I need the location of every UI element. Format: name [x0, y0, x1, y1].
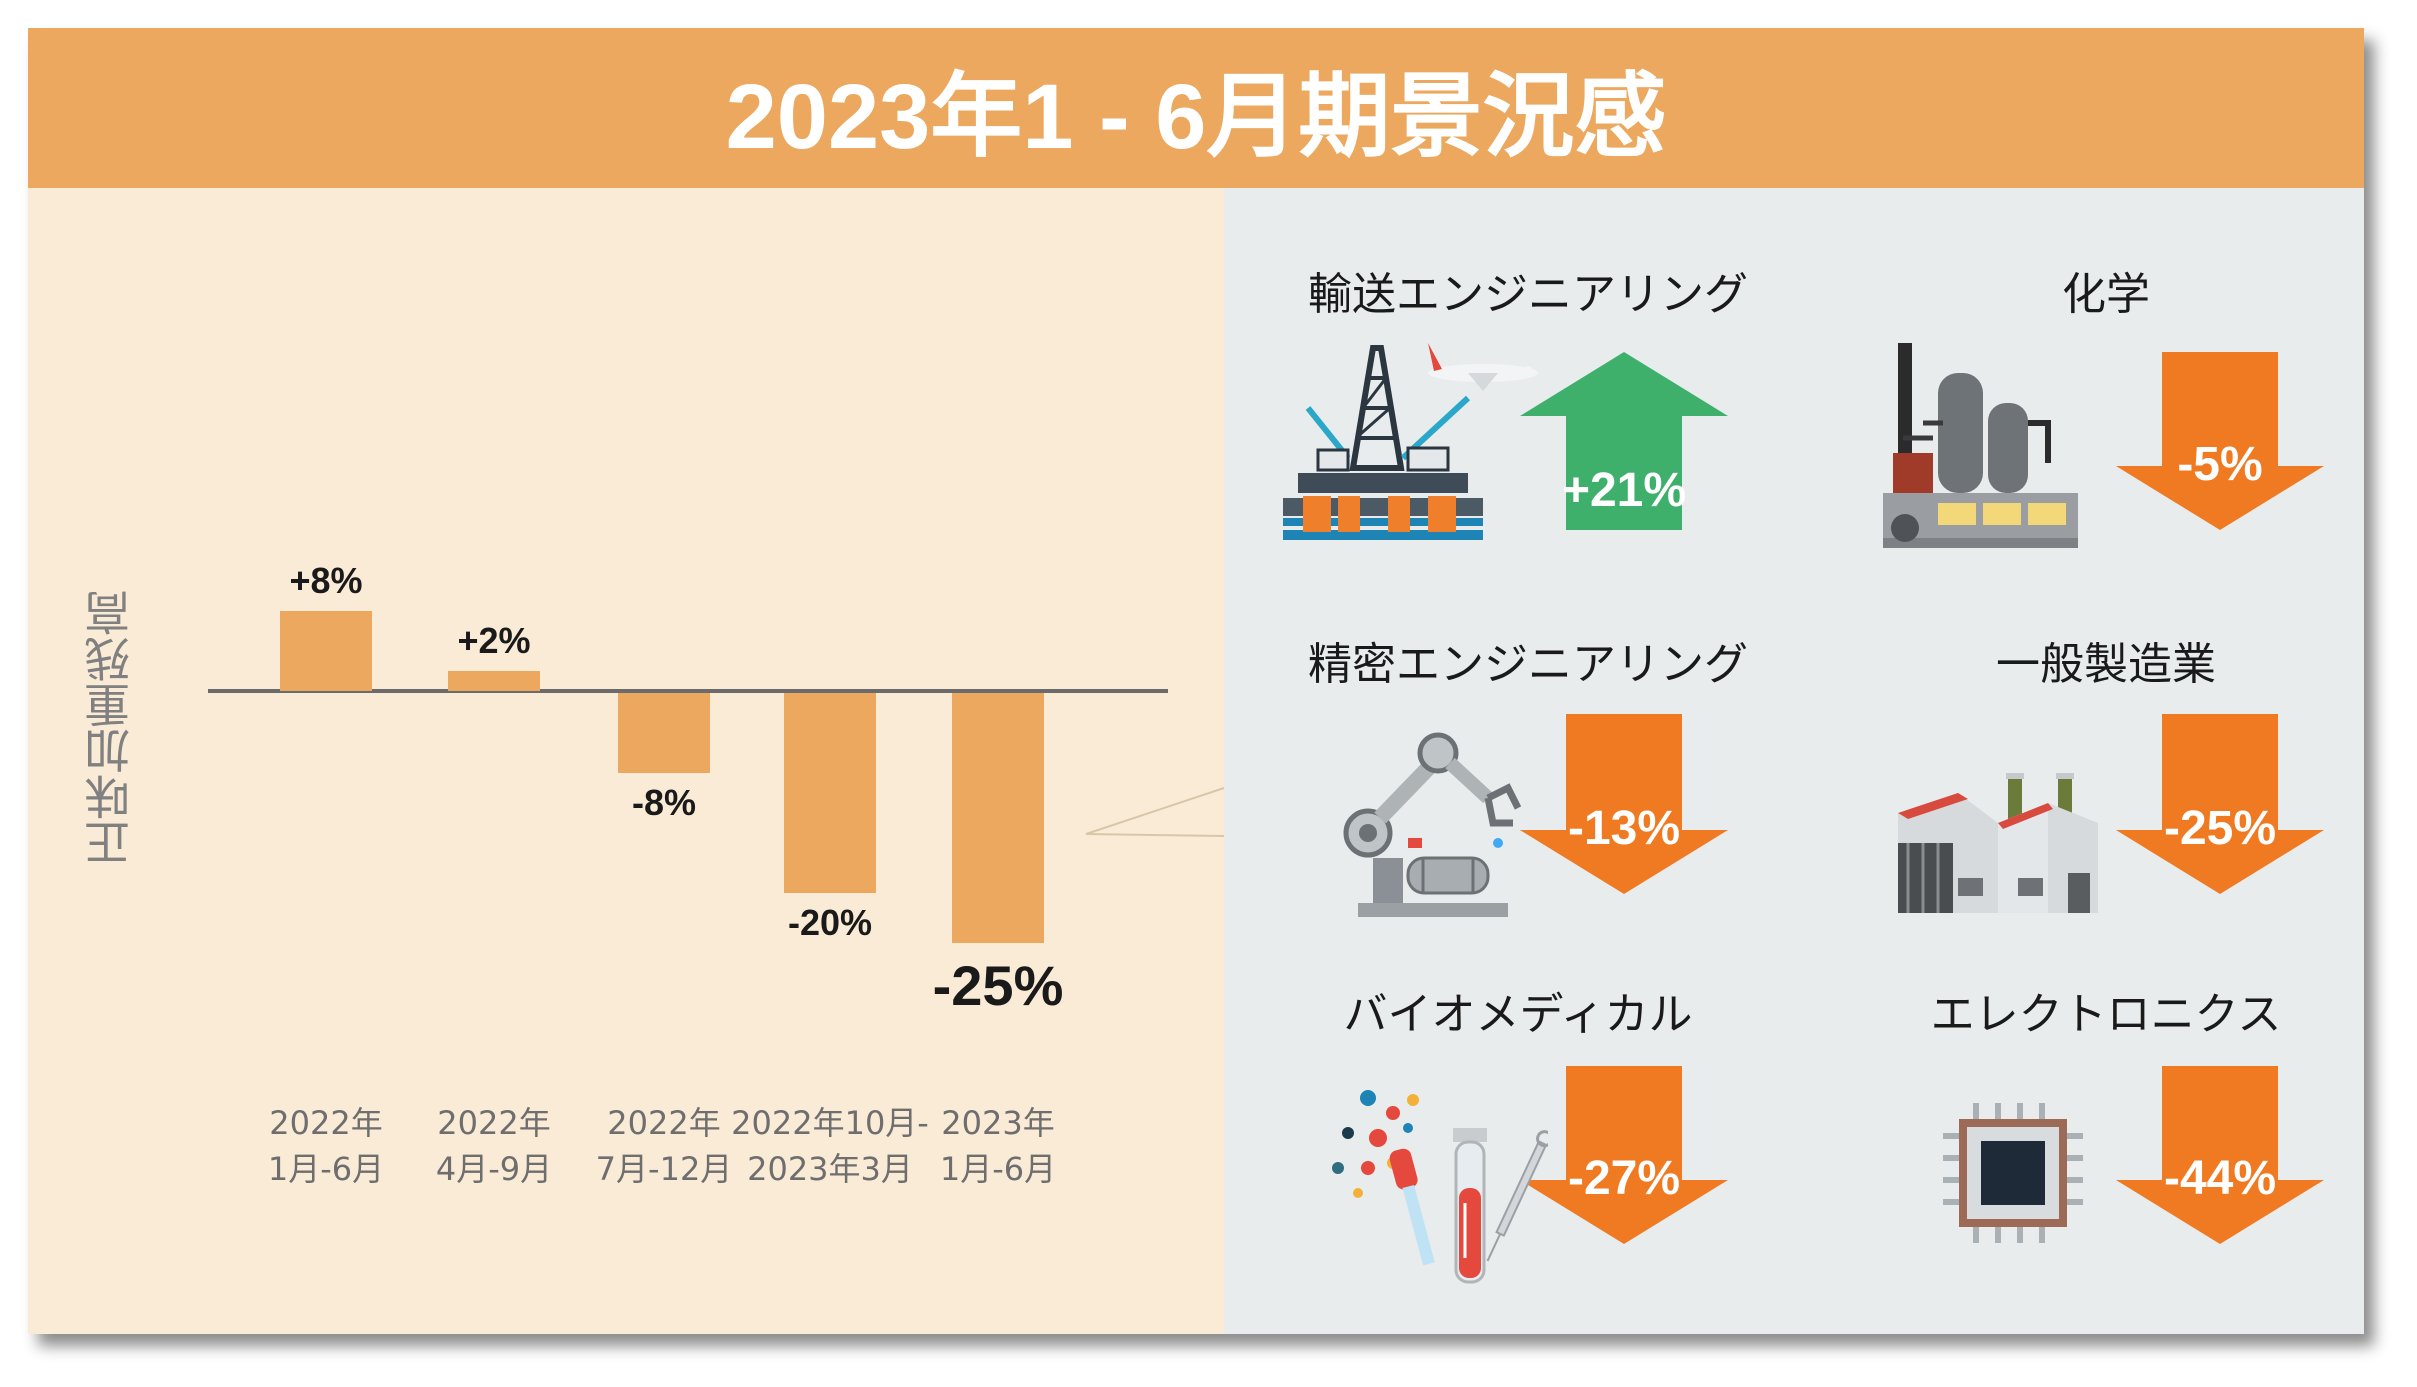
sector-value-4: -27%	[1568, 1152, 1680, 1205]
sector-arrows: +21% -5% -13% -25% -27% -44%	[1520, 352, 2324, 1244]
sector-value-0: +21%	[1562, 464, 1686, 517]
category-label-0: 2022年 1月-6月	[267, 1104, 385, 1188]
robot-arm-icon	[1343, 732, 1522, 917]
bar-3	[784, 693, 876, 893]
infographic-card: 2023年1 - 6月期景況感 +8% +2% -8% -20% -25% 正味加重残高…	[28, 28, 2364, 1334]
sector-title-manufacturing: 一般製造業	[1996, 639, 2216, 690]
bar-value-label-1: +2%	[457, 620, 530, 661]
bar-chart: +8% +2% -8% -20% -25%	[208, 560, 1168, 1017]
sector-value-3: -25%	[2164, 802, 2276, 855]
bar-value-label-4: -25%	[933, 954, 1064, 1017]
lab-equipment-icon	[1332, 1090, 1548, 1284]
up-arrow-icon-0	[1520, 352, 1728, 530]
sector-title-precision: 精密エンジニアリング	[1308, 639, 1748, 690]
bar-value-label-0: +8%	[289, 560, 362, 601]
category-label-1: 2022年 4月-9月	[435, 1104, 553, 1188]
sector-value-2: -13%	[1568, 802, 1680, 855]
page-title: 2023年1 - 6月期景況感	[28, 28, 2364, 188]
down-arrow-icon-4	[1520, 1066, 1728, 1244]
down-arrow-icon-1	[2116, 352, 2324, 530]
bar-1	[448, 671, 540, 691]
bar-0	[280, 611, 372, 691]
sector-title-chemical: 化学	[2062, 269, 2150, 320]
sector-title-electronics: エレクトロニクス	[1930, 989, 2282, 1040]
sector-title-transport: 輸送エンジニアリング	[1308, 269, 1748, 320]
bar-2	[618, 693, 710, 773]
category-label-3: 2022年10月- 2023年3月	[731, 1104, 929, 1188]
down-arrow-icon-5	[2116, 1066, 2324, 1244]
category-label-4: 2023年 1月-6月	[939, 1104, 1057, 1188]
down-arrow-icon-2	[1520, 714, 1728, 894]
chemical-plant-icon	[1883, 343, 2078, 548]
oil-rig-and-airplane-icon	[1283, 343, 1538, 540]
bar-value-label-3: -20%	[788, 902, 872, 943]
sector-value-1: -5%	[2177, 438, 2262, 491]
sector-value-5: -44%	[2164, 1152, 2276, 1205]
microchip-icon	[1943, 1103, 2083, 1243]
callout-pointer	[1085, 787, 1225, 837]
category-label-2: 2022年 7月-12月	[595, 1104, 733, 1188]
bar-4	[952, 693, 1044, 943]
sector-title-biomedical: バイオメディカル	[1343, 989, 1693, 1040]
bar-value-label-2: -8%	[632, 782, 696, 823]
factory-icon	[1898, 773, 2098, 913]
down-arrow-icon-3	[2116, 714, 2324, 894]
